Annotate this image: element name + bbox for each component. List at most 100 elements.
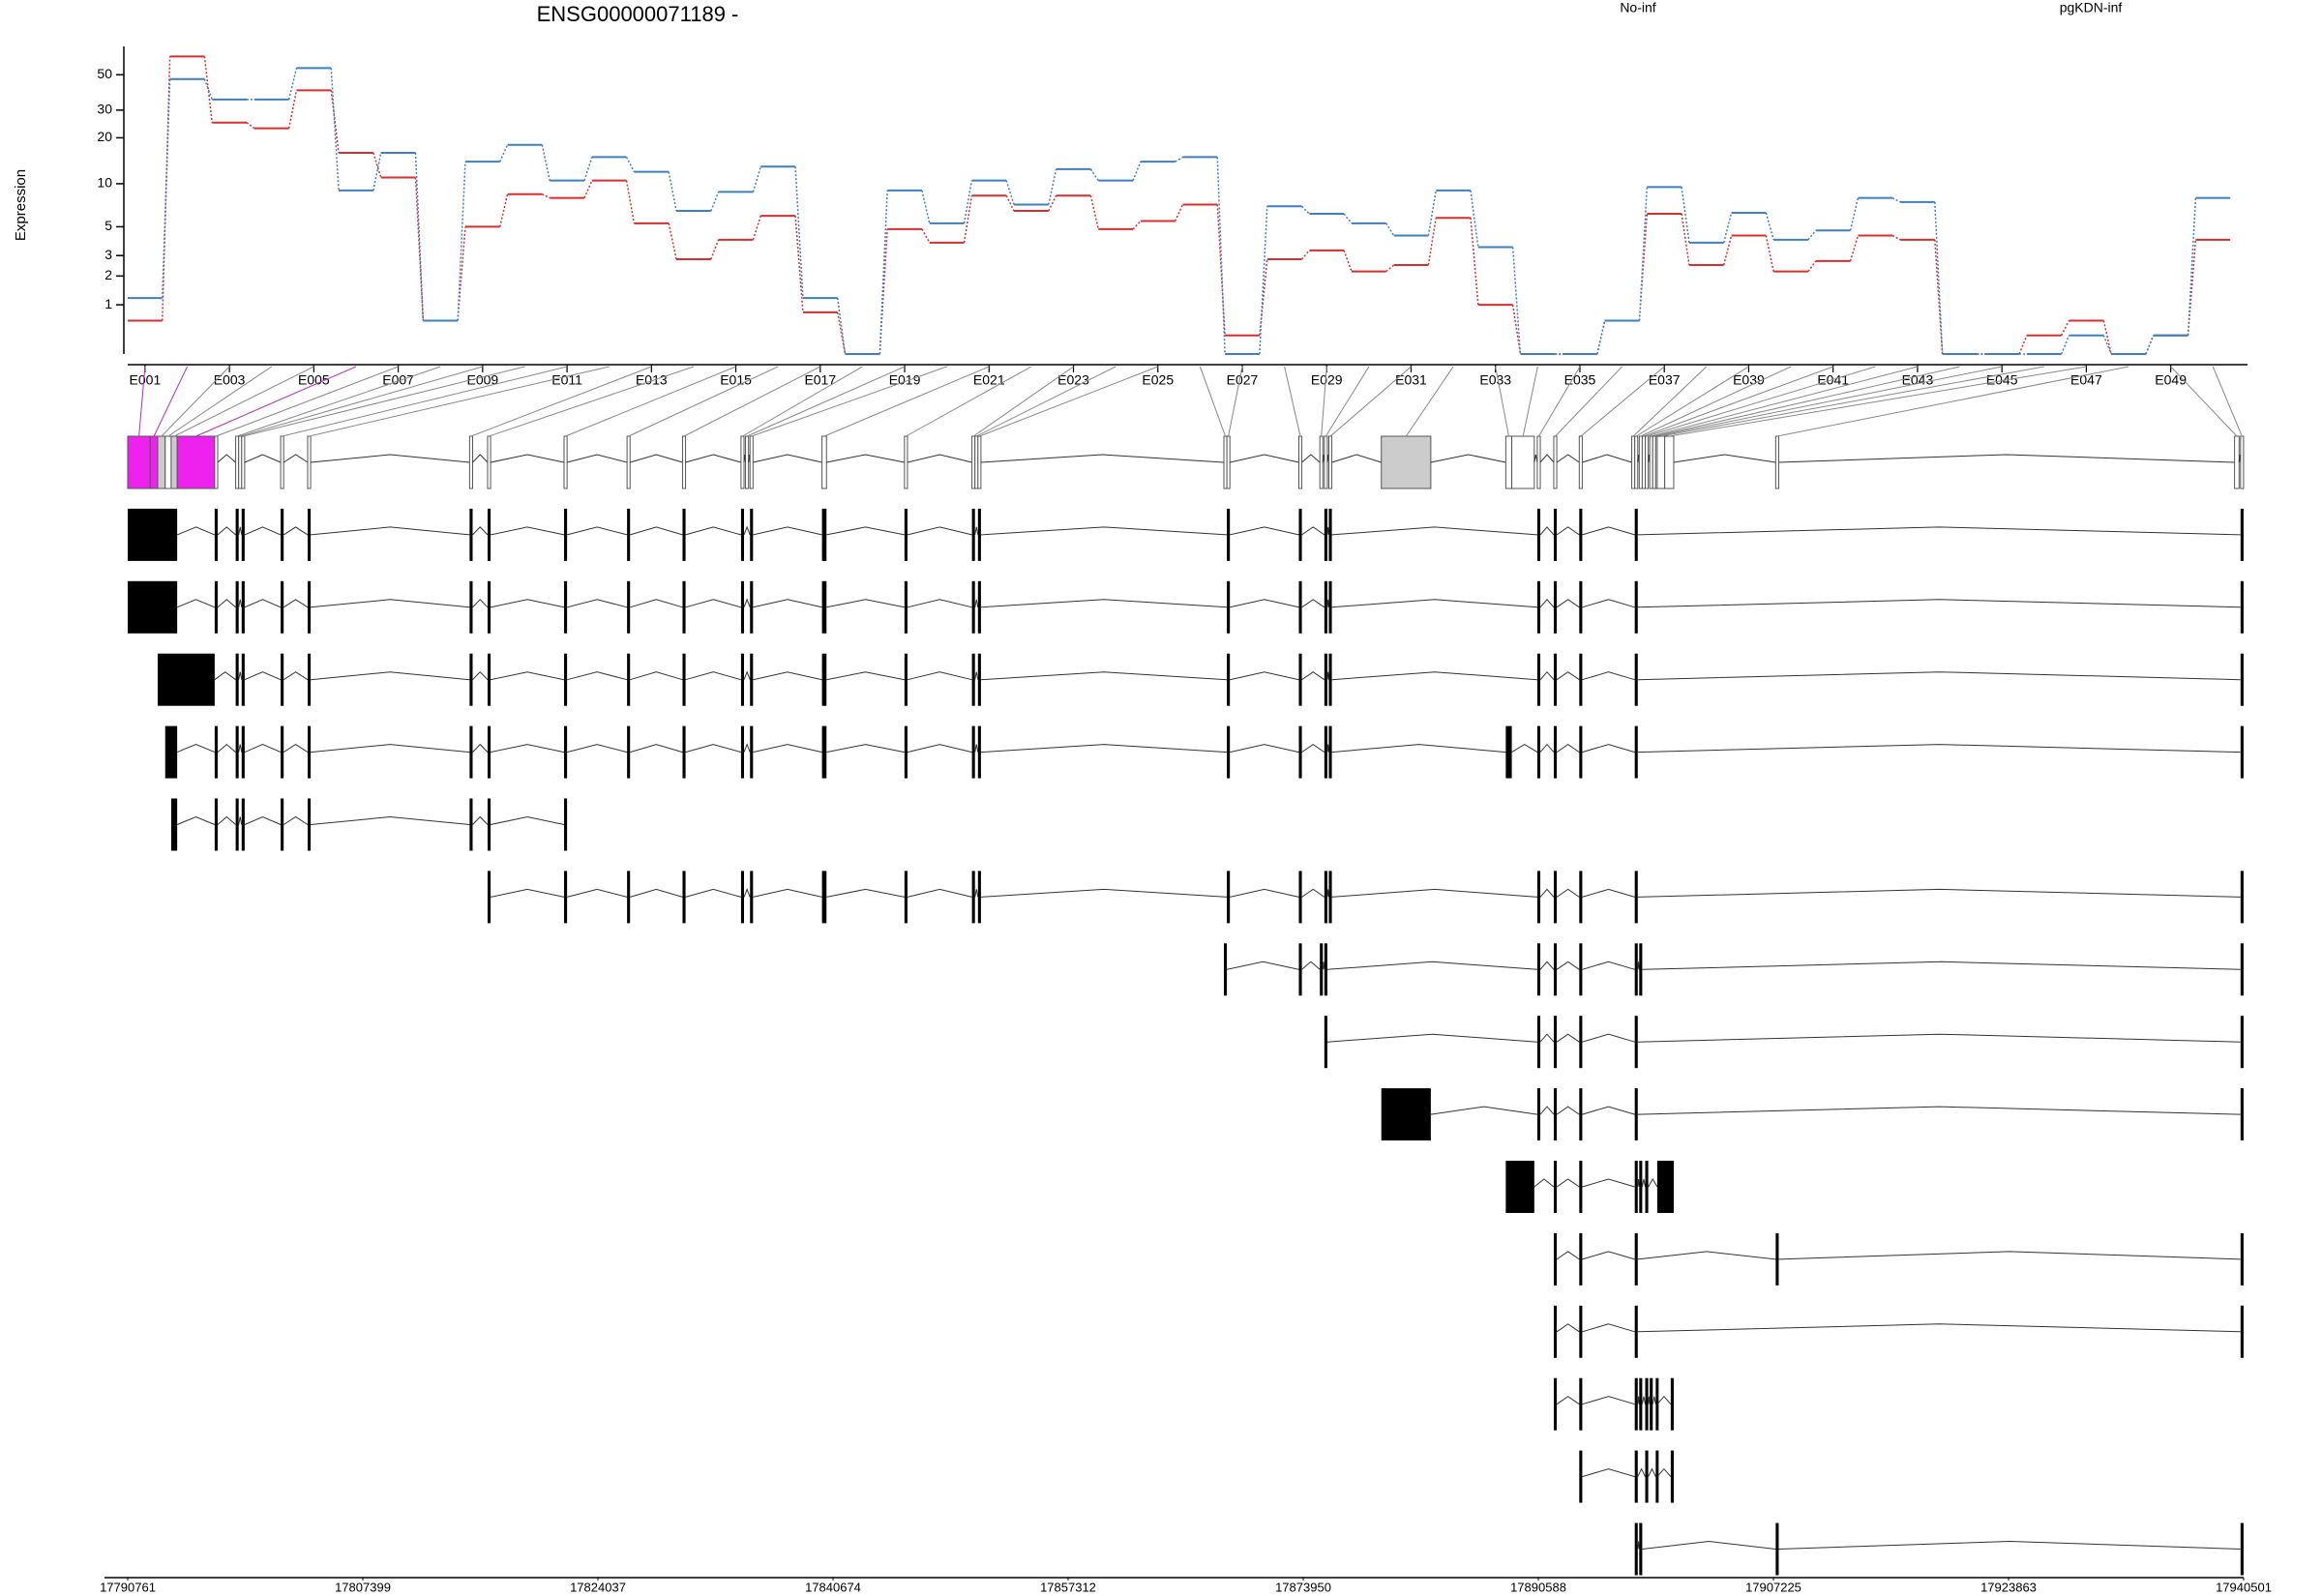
y-tick-label: 2 — [104, 267, 112, 282]
step-connector — [794, 216, 804, 312]
transcript-exon — [1505, 1161, 1534, 1213]
transcript-exon — [740, 580, 745, 634]
intron — [176, 526, 216, 536]
intron — [907, 526, 972, 536]
exon-link — [167, 366, 273, 437]
exon-link — [972, 366, 1074, 437]
transcript-exon — [750, 653, 754, 706]
exon-link — [1555, 366, 1622, 437]
intron — [1556, 671, 1580, 681]
transcript-exon — [1324, 653, 1327, 706]
exon-link — [1495, 366, 1509, 437]
y-tick-label: 10 — [97, 175, 112, 191]
intron — [1556, 1033, 1580, 1043]
transcript-exon — [235, 725, 239, 779]
step-connector — [2102, 335, 2112, 355]
intron — [1582, 961, 1635, 970]
transcript-exon — [1579, 580, 1583, 634]
x-tick-label: E031 — [1395, 372, 1427, 388]
intron — [980, 671, 1228, 681]
intron — [1539, 961, 1555, 970]
x-tick-label: E029 — [1311, 372, 1343, 388]
x-tick-label: 17857312 — [1040, 1580, 1096, 1594]
exon-link — [1632, 366, 1708, 437]
intron — [490, 454, 565, 463]
exon-link — [243, 366, 525, 437]
y-tick-label: 30 — [97, 102, 112, 117]
transcript-exon — [1328, 580, 1332, 634]
exon-bin — [307, 435, 312, 489]
exon-link — [240, 366, 483, 437]
step-connector — [583, 180, 593, 198]
transcript-exon — [1536, 508, 1541, 561]
intron — [826, 454, 905, 463]
transcript-exon — [469, 653, 473, 706]
intron — [980, 599, 1228, 608]
intron — [1637, 599, 2241, 608]
intron — [1226, 961, 1299, 970]
transcript-exon — [971, 871, 975, 924]
exon-link — [1646, 366, 1876, 437]
intron — [238, 744, 243, 753]
step-connector — [2018, 335, 2028, 355]
intron — [283, 454, 309, 463]
transcript-exon — [1553, 871, 1558, 924]
exon-bin — [1504, 435, 1513, 489]
intron — [1331, 454, 1382, 463]
exon-bin — [1381, 435, 1432, 489]
intron — [311, 744, 470, 754]
transcript-exon — [1579, 943, 1583, 996]
exon-bin — [821, 435, 827, 489]
intron — [1582, 744, 1635, 754]
exon-link — [2170, 366, 2238, 437]
step-connector — [457, 162, 466, 321]
transcript-exon — [2240, 508, 2244, 561]
step-connector — [668, 171, 677, 212]
intron — [685, 671, 742, 681]
transcript-exon — [1324, 508, 1327, 561]
transcript-exon — [1639, 1161, 1643, 1213]
intron — [826, 526, 905, 536]
step-connector — [203, 56, 213, 123]
transcript-exon — [682, 871, 686, 924]
step-connector — [2102, 320, 2112, 355]
intron — [214, 671, 236, 681]
exon-link — [173, 366, 314, 437]
intron — [311, 671, 470, 681]
exon-bin — [626, 435, 631, 489]
intron — [1301, 671, 1325, 681]
exon-link — [976, 366, 1116, 437]
y-tick-label: 20 — [97, 129, 112, 144]
step-connector — [625, 180, 636, 223]
intron — [566, 526, 628, 536]
x-tick-label: E047 — [2070, 372, 2102, 388]
x-tick-label: E049 — [2155, 372, 2187, 388]
intron — [1539, 743, 1555, 753]
intron — [1326, 961, 1537, 970]
step-connector — [1427, 218, 1437, 266]
intron — [311, 526, 470, 536]
step-connector — [1934, 201, 1944, 355]
intron — [685, 526, 742, 536]
intron — [283, 599, 309, 608]
exon-bin — [1319, 435, 1324, 489]
exon-bin — [468, 435, 473, 489]
intron — [753, 744, 822, 754]
step-connector — [583, 157, 593, 181]
intron — [1539, 1033, 1555, 1043]
intron — [1326, 889, 1329, 898]
transcript-exon — [1553, 1377, 1558, 1431]
intron — [1656, 1395, 1672, 1405]
intron — [283, 671, 309, 681]
transcript-exon — [1553, 508, 1558, 561]
intron — [1539, 670, 1555, 681]
intron — [1637, 1467, 1646, 1477]
step-connector — [246, 122, 255, 130]
intron — [974, 889, 979, 898]
intron — [1331, 888, 1537, 898]
intron — [1637, 1178, 1640, 1188]
intron — [1778, 1540, 2241, 1550]
intron — [244, 744, 282, 754]
step-connector — [1934, 239, 1944, 355]
intron — [217, 815, 236, 825]
